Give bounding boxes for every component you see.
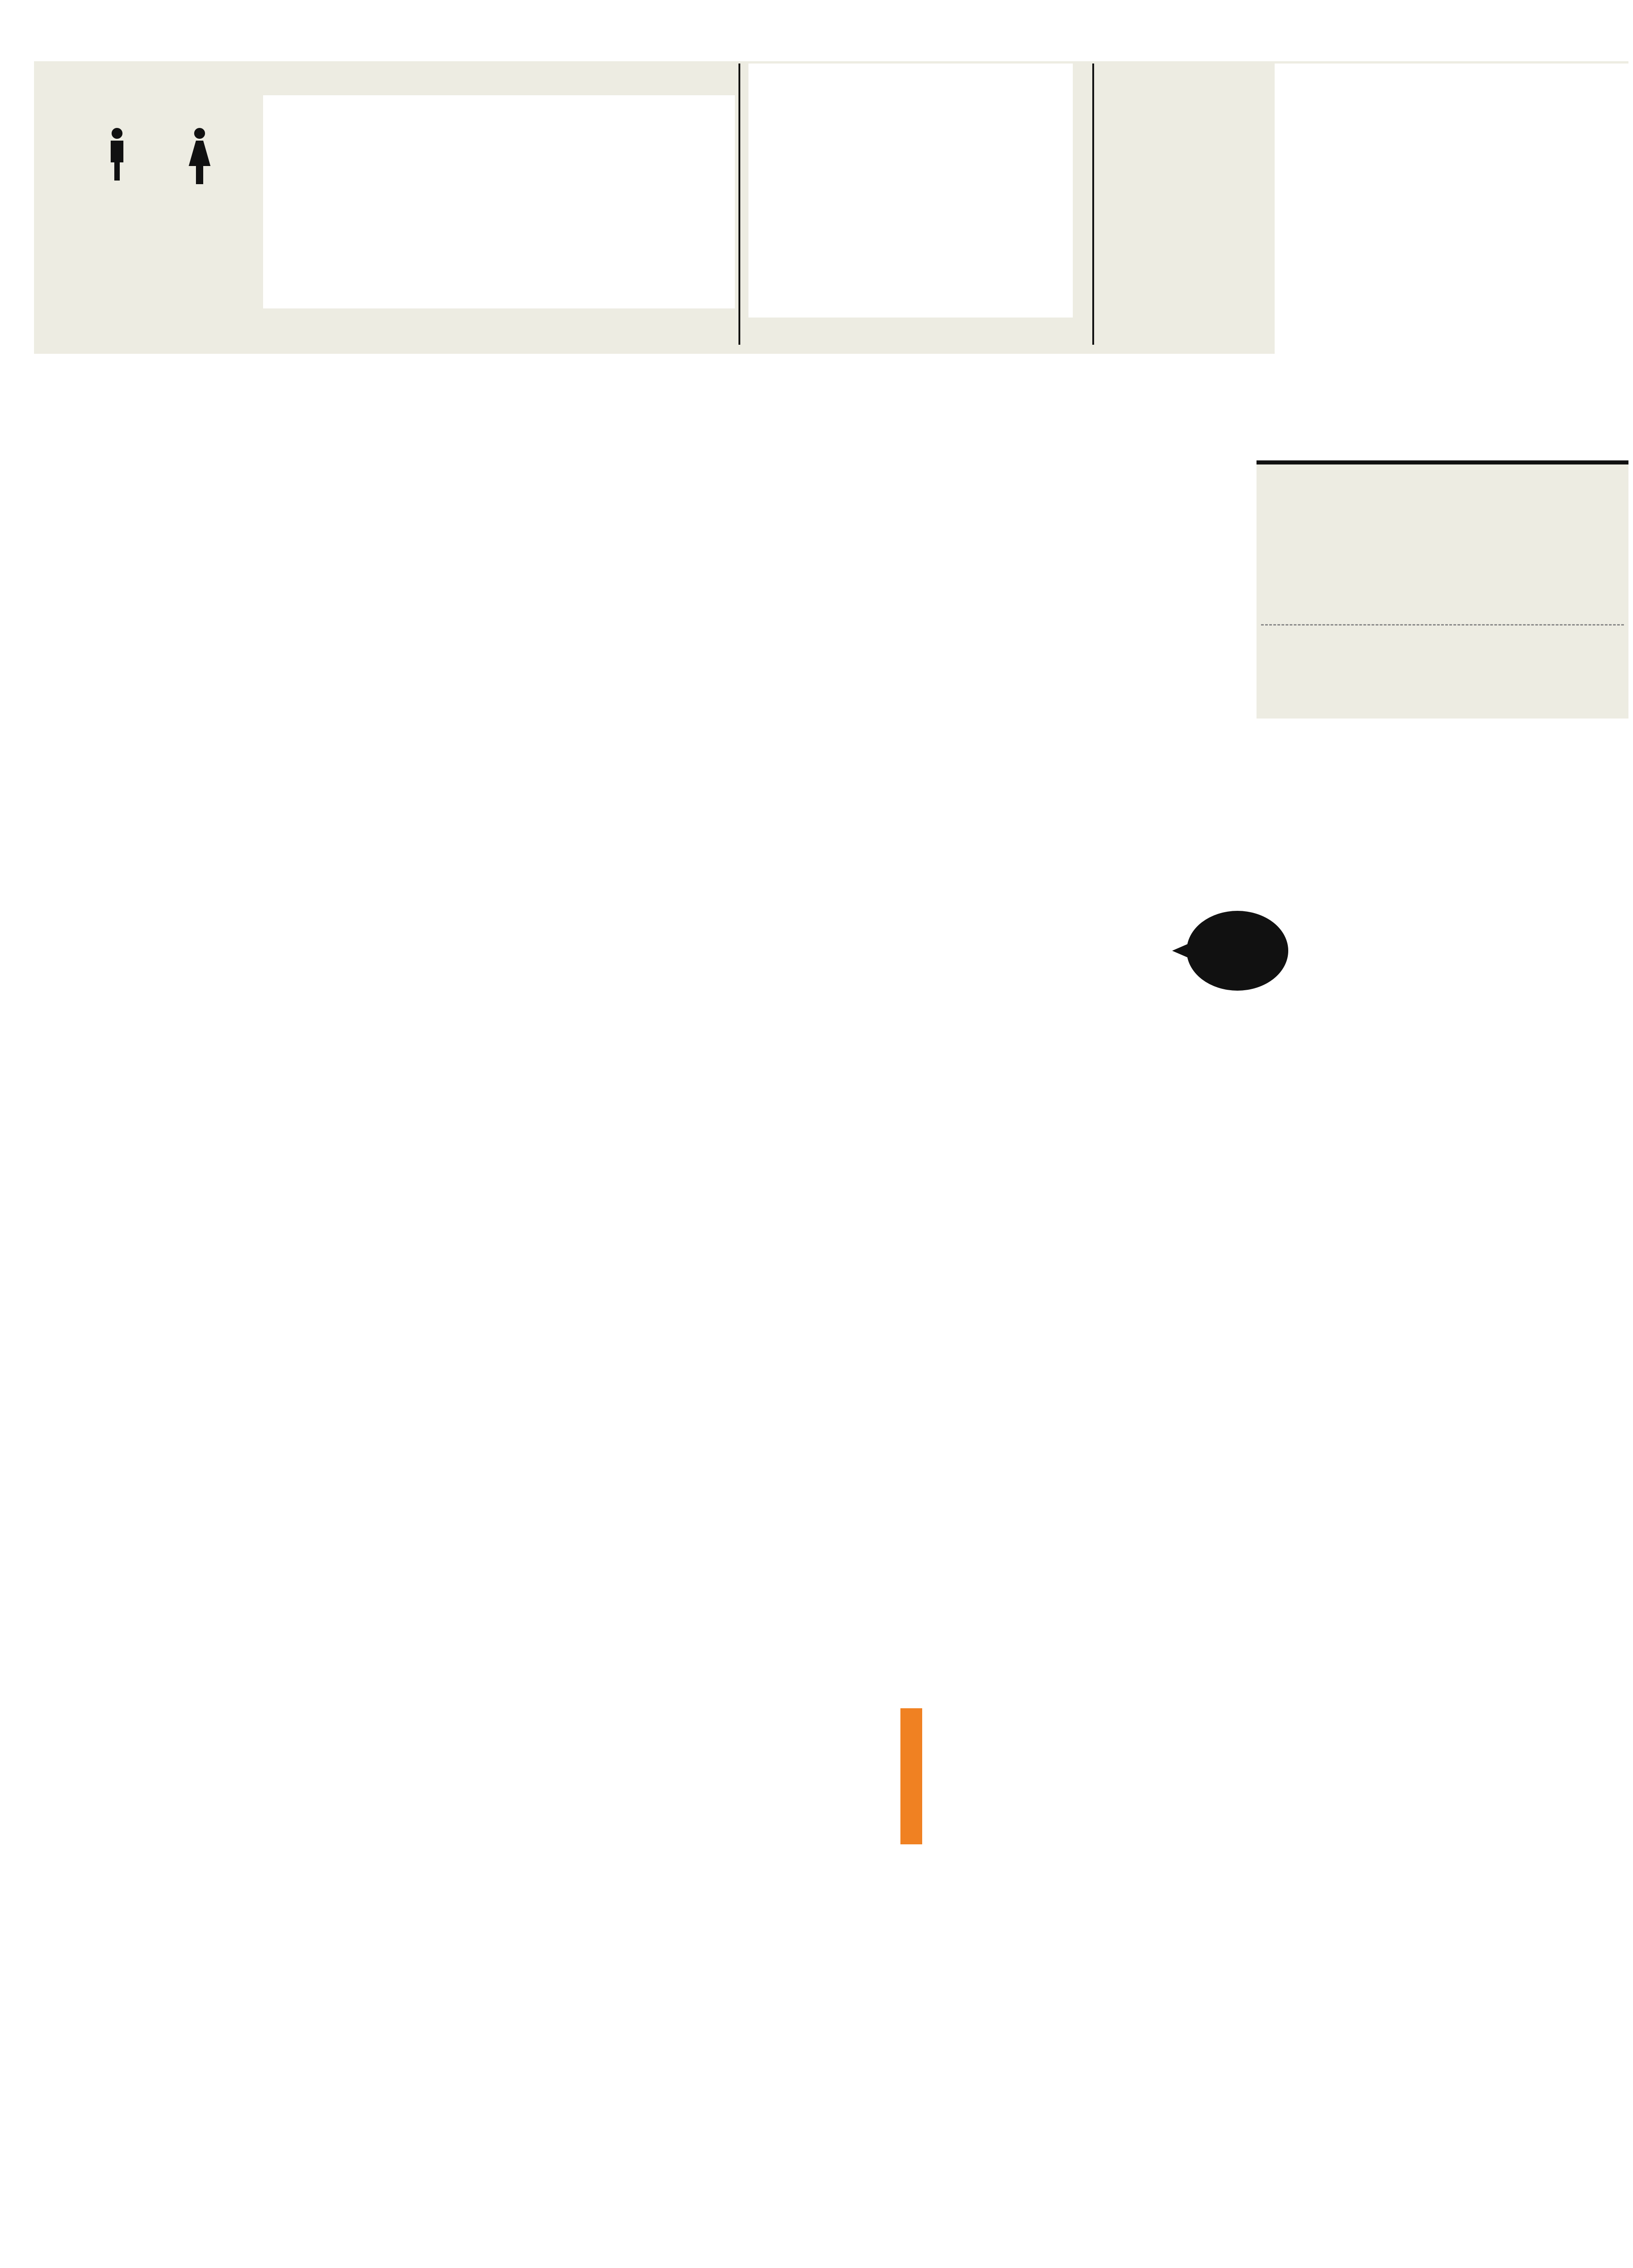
chart-por-genero bbox=[41, 64, 259, 354]
current-rate-badge bbox=[1187, 911, 1288, 991]
divider bbox=[1261, 624, 1624, 626]
chart-por-categoria-nacionalidad bbox=[1257, 460, 1628, 719]
plot-area bbox=[263, 95, 735, 308]
chart-por-grupo-etario bbox=[263, 64, 735, 345]
pull-quote-accent-bar bbox=[900, 1708, 922, 1844]
chart-por-formalidad bbox=[1098, 64, 1288, 354]
woman-icon bbox=[189, 128, 210, 184]
chart-por-nivel-educacion bbox=[748, 64, 1073, 345]
chart-por-grupo-ocupacional bbox=[1275, 64, 1628, 408]
man-icon bbox=[111, 128, 123, 181]
panel-divider bbox=[1092, 64, 1094, 345]
occupation-rate-line-chart bbox=[372, 807, 1306, 1256]
article-column-4 bbox=[1266, 733, 1592, 2268]
plot-area bbox=[748, 64, 1073, 318]
panel-divider bbox=[738, 64, 740, 345]
article-column-1 bbox=[42, 812, 358, 2268]
article-column-2 bbox=[384, 1310, 709, 2268]
